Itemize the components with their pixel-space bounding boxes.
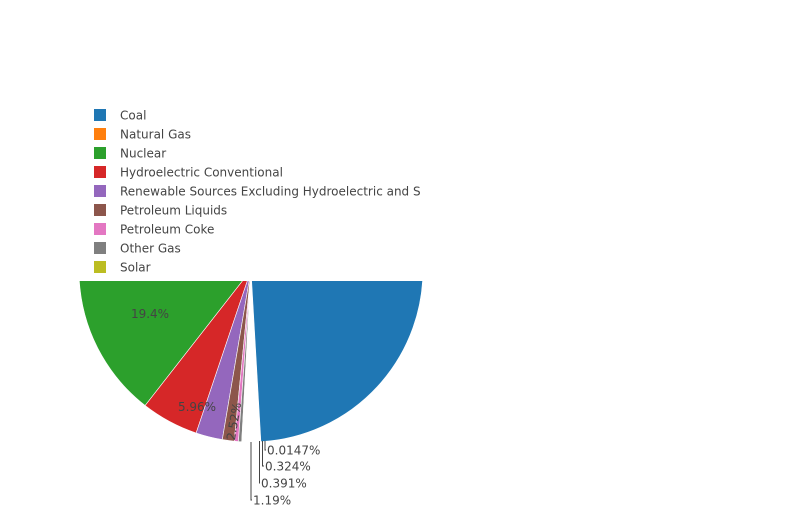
legend-label: Coal <box>120 109 146 123</box>
legend-item-renewable-sources-excluding-hydroelectric-and-s[interactable]: Renewable Sources Excluding Hydroelectri… <box>94 185 421 199</box>
slice-label-renewable-sources: 2.52% <box>224 401 244 441</box>
legend-label: Nuclear <box>120 147 166 161</box>
legend-swatch <box>94 128 106 140</box>
legend-item-hydroelectric-conventional[interactable]: Hydroelectric Conventional <box>94 166 283 180</box>
legend-item-petroleum-coke[interactable]: Petroleum Coke <box>94 223 214 237</box>
slice-labels: 19.4% 5.96% 2.52% 0.0147% 0.324% 0.391% 1.19% <box>131 307 320 508</box>
legend-item-natural-gas[interactable]: Natural Gas <box>94 128 191 142</box>
pie-slice-nuclear[interactable] <box>79 159 251 406</box>
legend-item-solar[interactable]: Solar <box>94 261 151 275</box>
legend-item-nuclear[interactable]: Nuclear <box>94 147 166 161</box>
legend-label: Petroleum Liquids <box>120 204 227 218</box>
legend-item-petroleum-liquids[interactable]: Petroleum Liquids <box>94 204 227 218</box>
pie-slice-solar[interactable] <box>241 270 251 443</box>
legend-swatch <box>94 109 106 121</box>
legend[interactable]: Coal Natural Gas Nuclear Hydroelectric Conv… <box>80 100 425 281</box>
leader-line-petroleum-coke <box>259 441 260 484</box>
legend-swatch <box>94 261 106 273</box>
legend-item-other-gas[interactable]: Other Gas <box>94 242 181 256</box>
slice-label-petroleum-liquids: 1.19% <box>253 494 291 508</box>
slice-label-solar: 0.0147% <box>267 444 320 458</box>
legend-swatch <box>94 223 106 235</box>
pie-slice-coal[interactable] <box>251 98 423 443</box>
legend-label: Petroleum Coke <box>120 223 214 237</box>
legend-label: Hydroelectric Conventional <box>120 166 283 180</box>
legend-swatch <box>94 242 106 254</box>
legend-label: Solar <box>120 261 151 275</box>
legend-label: Natural Gas <box>120 128 191 142</box>
legend-swatch <box>94 204 106 216</box>
slice-label-nuclear: 19.4% <box>131 307 169 321</box>
legend-swatch <box>94 185 106 197</box>
legend-label: Renewable Sources Excluding Hydroelectri… <box>120 185 421 199</box>
legend-swatch <box>94 166 106 178</box>
leader-line-other-gas <box>262 441 264 467</box>
leader-line-solar <box>264 441 266 451</box>
slice-label-hydroelectric-conventional: 5.96% <box>178 400 216 414</box>
legend-item-coal[interactable]: Coal <box>94 109 146 123</box>
legend-background <box>80 100 425 281</box>
pie-slices <box>79 98 423 443</box>
legend-swatch <box>94 147 106 159</box>
slice-label-other-gas: 0.324% <box>265 460 311 474</box>
legend-label: Other Gas <box>120 242 181 256</box>
leader-line-petroleum-liquids <box>250 442 252 501</box>
slice-label-petroleum-coke: 0.391% <box>261 477 307 491</box>
